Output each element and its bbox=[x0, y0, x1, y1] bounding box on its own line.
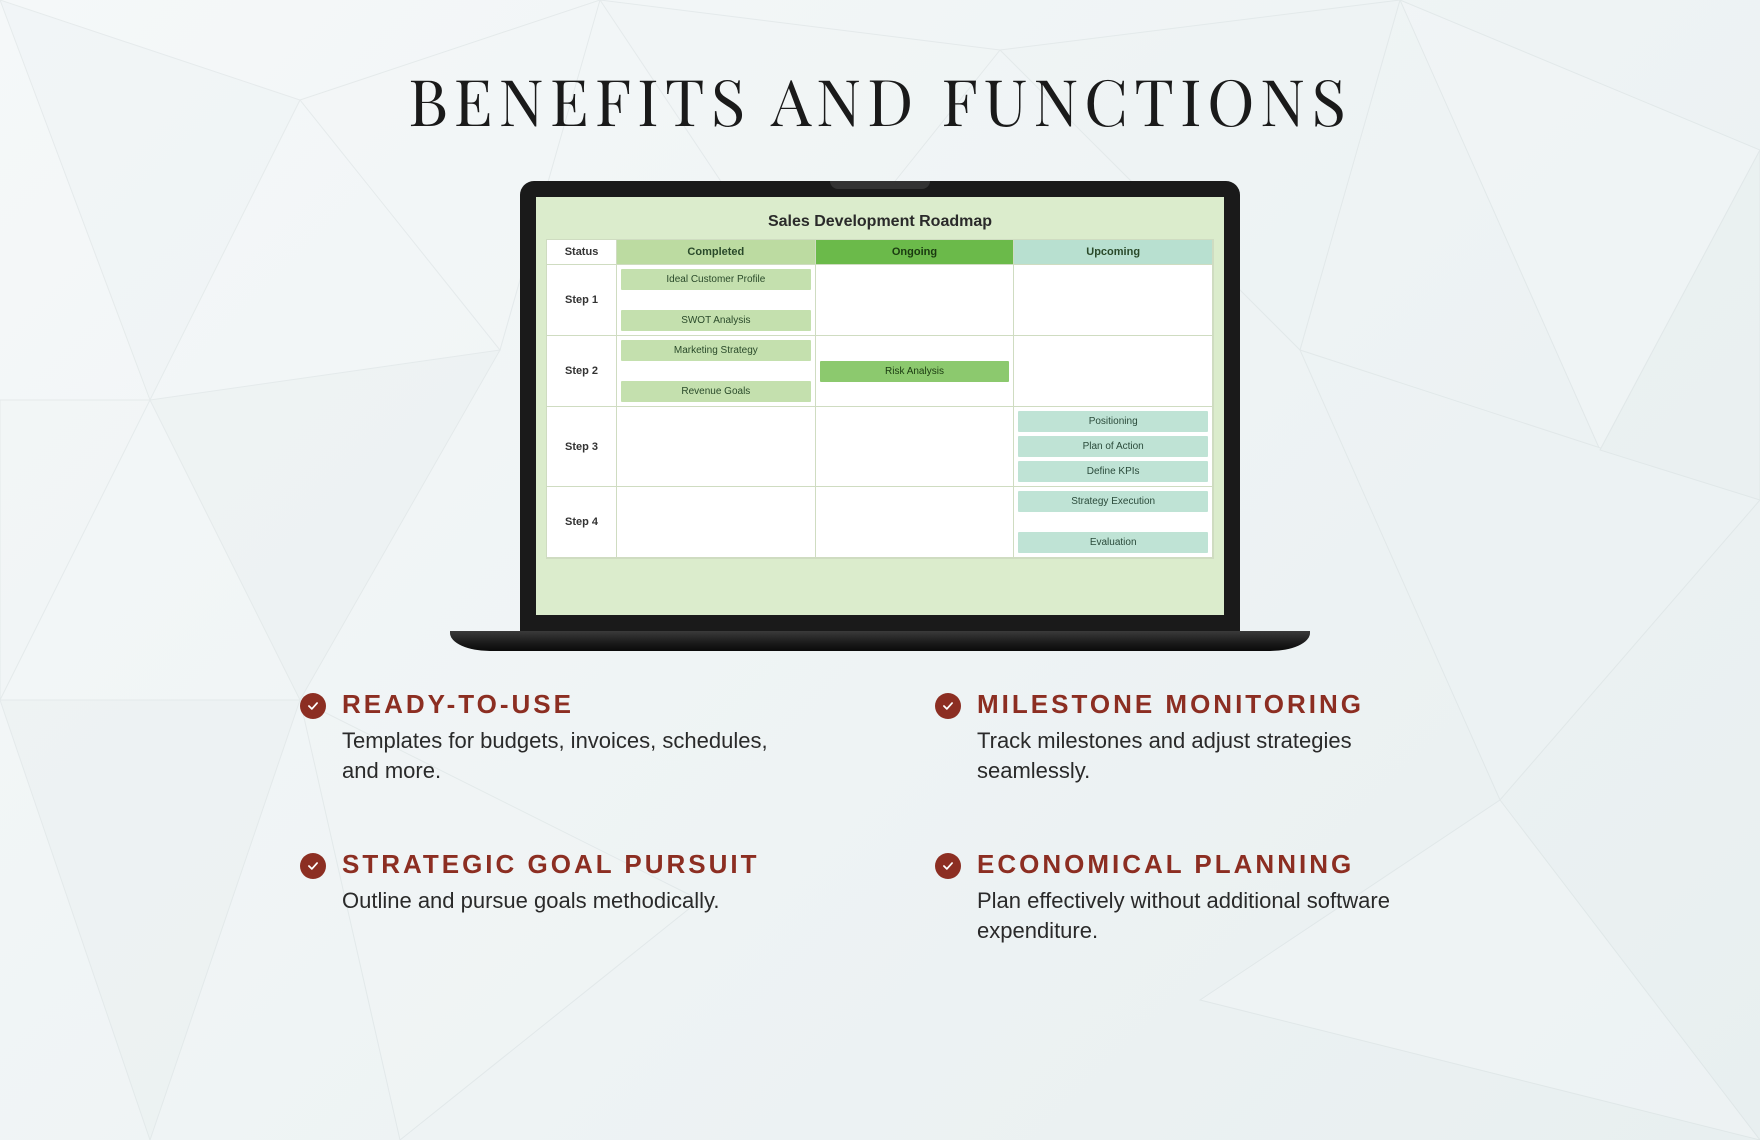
step4-upcoming-cell: Strategy Execution Evaluation bbox=[1014, 487, 1213, 558]
col-completed-header: Completed bbox=[617, 240, 816, 265]
benefit-item: STRATEGIC GOAL PURSUIT Outline and pursu… bbox=[300, 849, 825, 945]
benefit-title: MILESTONE MONITORING bbox=[977, 689, 1437, 720]
step3-upcoming-cell: Positioning Plan of Action Define KPIs bbox=[1014, 407, 1213, 487]
step3-label: Step 3 bbox=[547, 407, 617, 487]
roadmap-item: Strategy Execution bbox=[1018, 491, 1208, 512]
check-icon bbox=[300, 693, 326, 719]
step1-ongoing-cell bbox=[816, 265, 1015, 336]
roadmap-item: Positioning bbox=[1018, 411, 1208, 432]
benefit-desc: Templates for budgets, invoices, schedul… bbox=[342, 726, 802, 785]
step2-label: Step 2 bbox=[547, 336, 617, 407]
benefit-item: READY-TO-USE Templates for budgets, invo… bbox=[300, 689, 825, 785]
laptop-base bbox=[450, 631, 1310, 651]
benefit-item: MILESTONE MONITORING Track milestones an… bbox=[935, 689, 1460, 785]
step1-upcoming-cell bbox=[1014, 265, 1213, 336]
step2-ongoing-cell: Risk Analysis bbox=[816, 336, 1015, 407]
benefit-title: READY-TO-USE bbox=[342, 689, 802, 720]
roadmap-item: Define KPIs bbox=[1018, 461, 1208, 482]
check-icon bbox=[935, 693, 961, 719]
roadmap-item: Evaluation bbox=[1018, 532, 1208, 553]
laptop-mockup: Sales Development Roadmap Status Complet… bbox=[520, 181, 1240, 651]
roadmap-item: Risk Analysis bbox=[820, 361, 1010, 382]
roadmap-item: Plan of Action bbox=[1018, 436, 1208, 457]
roadmap-item: Revenue Goals bbox=[621, 381, 811, 402]
roadmap-grid: Status Completed Ongoing Upcoming Step 1… bbox=[546, 239, 1214, 559]
benefit-desc: Plan effectively without additional soft… bbox=[977, 886, 1437, 945]
benefit-item: ECONOMICAL PLANNING Plan effectively wit… bbox=[935, 849, 1460, 945]
benefit-title: ECONOMICAL PLANNING bbox=[977, 849, 1437, 880]
step4-completed-cell bbox=[617, 487, 816, 558]
step2-completed-cell: Marketing Strategy Revenue Goals bbox=[617, 336, 816, 407]
benefits-grid: READY-TO-USE Templates for budgets, invo… bbox=[300, 689, 1460, 946]
roadmap-item: SWOT Analysis bbox=[621, 310, 811, 331]
col-ongoing-header: Ongoing bbox=[816, 240, 1015, 265]
roadmap-item: Marketing Strategy bbox=[621, 340, 811, 361]
roadmap-item: Ideal Customer Profile bbox=[621, 269, 811, 290]
benefit-desc: Outline and pursue goals methodically. bbox=[342, 886, 760, 916]
step2-upcoming-cell bbox=[1014, 336, 1213, 407]
col-status-header: Status bbox=[547, 240, 617, 265]
page-title: BENEFITS AND FUNCTIONS bbox=[408, 58, 1352, 143]
step3-ongoing-cell bbox=[816, 407, 1015, 487]
roadmap-title: Sales Development Roadmap bbox=[546, 207, 1214, 239]
benefit-desc: Track milestones and adjust strategies s… bbox=[977, 726, 1437, 785]
benefit-title: STRATEGIC GOAL PURSUIT bbox=[342, 849, 760, 880]
step1-label: Step 1 bbox=[547, 265, 617, 336]
check-icon bbox=[935, 853, 961, 879]
step4-label: Step 4 bbox=[547, 487, 617, 558]
check-icon bbox=[300, 853, 326, 879]
step1-completed-cell: Ideal Customer Profile SWOT Analysis bbox=[617, 265, 816, 336]
roadmap-screen: Sales Development Roadmap Status Complet… bbox=[536, 197, 1224, 615]
laptop-notch bbox=[830, 181, 930, 189]
step3-completed-cell bbox=[617, 407, 816, 487]
step4-ongoing-cell bbox=[816, 487, 1015, 558]
col-upcoming-header: Upcoming bbox=[1014, 240, 1213, 265]
